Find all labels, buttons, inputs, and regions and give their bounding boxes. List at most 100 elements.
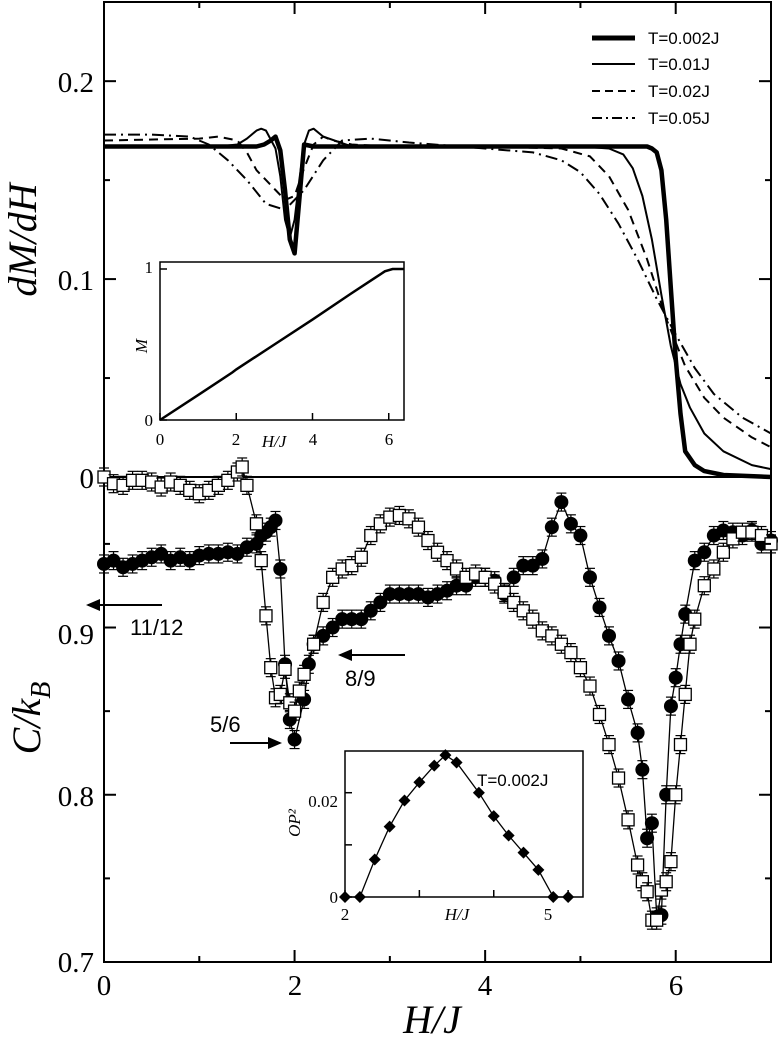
data-point-open-square [583,679,597,693]
data-point-open-square [688,612,702,626]
data-point-filled-circle [554,495,569,510]
data-point-filled-circle [354,612,369,627]
bottom-xtick-2: 2 [288,970,303,1002]
bottom-series [97,457,778,930]
data-point-open-square [602,737,616,752]
bottom-inset-xtick-5: 5 [544,905,553,924]
data-point-open-square [678,687,692,702]
top-inset-xtick-2: 2 [232,430,241,449]
data-point-diamond [532,863,545,876]
annotation-11-12: 11/12 [86,599,183,640]
data-point-open-square [716,545,731,559]
data-point-open-square [235,460,249,474]
data-point-filled-circle [621,692,636,707]
data-point-open-square [526,612,540,626]
top-inset-ylabel: M [132,338,151,354]
data-point-open-square [592,707,607,722]
data-point-open-square [621,813,635,827]
data-point-open-square [659,875,673,889]
data-point-open-square [630,858,645,872]
data-point-open-square [573,661,588,675]
top-inset-xtick-6: 6 [385,430,394,449]
data-point-filled-circle [602,628,617,643]
data-point-diamond [487,810,500,823]
data-point-open-square [497,585,511,600]
data-point-open-square [664,855,678,869]
top-ylabel: dM/dH [0,181,45,296]
bottom-inset-xlabel: H/J [444,905,471,924]
legend-label-2: T=0.01J [648,55,710,74]
bottom-axis-ticks [103,542,772,963]
bottom-ytick-0.8: 0.8 [58,781,94,813]
bottom-xlabel: H/J [402,997,463,1041]
bottom-ylabel-subscript: B [26,682,57,699]
data-point-diamond [502,829,515,842]
bottom-inset-series [339,749,575,903]
data-point-diamond [439,749,452,762]
data-point-filled-circle [544,520,559,535]
data-point-filled-circle [663,699,678,714]
top-inset-xlabel: H/J [261,432,288,451]
data-point-diamond [398,794,411,807]
bottom-ytick-0.7: 0.7 [58,947,94,979]
data-point-open-square [411,520,426,534]
data-point-open-square [306,637,321,651]
top-inset-xtick-0: 0 [156,430,165,449]
data-point-open-square [564,645,578,660]
data-point-filled-circle [635,762,650,777]
data-point-filled-circle [592,600,607,615]
order-parameter-line [345,754,569,898]
data-point-open-square [316,595,330,610]
data-point-open-square [254,553,268,568]
top-ytick-0: 0 [80,463,95,495]
data-point-filled-circle [640,831,655,846]
top-inset-ytick-0: 0 [145,411,154,430]
data-point-diamond [368,853,381,866]
data-point-open-square [364,528,378,543]
top-inset-xtick-4: 4 [309,430,318,449]
data-point-open-square [354,550,368,564]
bottom-inset-frame [344,750,584,898]
data-point-open-square [611,771,626,785]
data-point-filled-circle [506,570,521,585]
data-point-filled-circle [373,595,388,610]
bottom-inset-ytick-0: 0 [330,888,339,907]
bottom-xtick-4: 4 [478,970,493,1002]
top-ytick-0.2: 0.2 [58,67,94,99]
annotation-8-9-arrowhead [338,649,352,661]
data-point-open-square [707,562,721,576]
annotation-8-9: 8/9 [338,649,405,691]
data-point-open-square [259,609,273,623]
data-point-filled-circle [287,732,302,747]
data-point-open-square [249,517,264,531]
annotation-5-6: 5/6 [210,712,282,749]
bottom-inset-legend: T=0.002J [477,771,548,790]
bottom-ylabel: C/kB [4,682,57,755]
annotation-8-9-label: 8/9 [345,666,376,691]
data-point-filled-circle [668,670,683,685]
bottom-inset-ticks [344,791,569,898]
data-point-filled-circle [563,516,578,531]
data-point-open-square [240,478,254,493]
data-point-filled-circle [273,561,288,576]
data-point-diamond [472,786,485,799]
data-point-diamond [353,891,366,903]
legend-label-1: T=0.002J [648,29,719,48]
data-point-open-square [292,684,306,698]
data-point-filled-circle [697,545,712,560]
bottom-inset-ylabel: OP² [285,808,304,837]
data-point-filled-circle [611,653,626,668]
bottom-inset-ytick-0.02: 0.02 [308,792,338,811]
data-point-diamond [413,776,426,789]
data-point-filled-circle [363,603,378,618]
top-inset-ytick-1: 1 [145,258,154,277]
bottom-ytick-0.9: 0.9 [58,619,94,651]
data-point-diamond [428,759,441,772]
data-point-open-square [640,885,654,899]
bottom-xtick-0: 0 [97,970,112,1002]
data-point-open-square [650,913,664,927]
data-point-open-square [278,662,292,676]
data-point-open-square [669,788,683,802]
data-point-filled-circle [325,620,340,635]
